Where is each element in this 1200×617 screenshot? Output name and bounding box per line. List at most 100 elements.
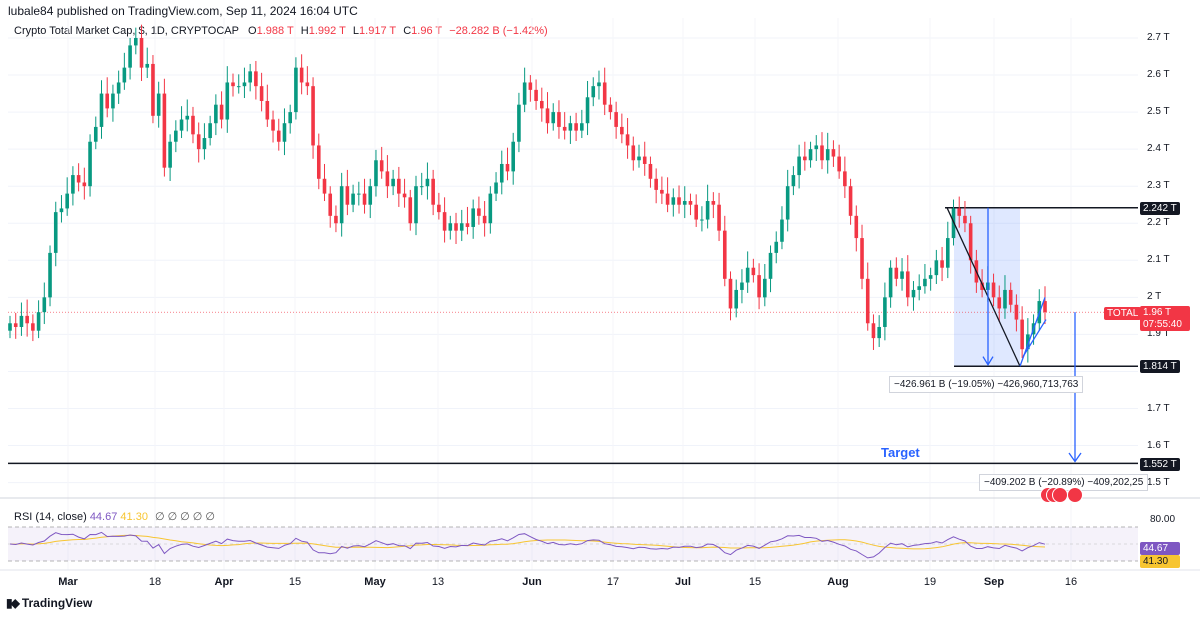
candle-body bbox=[1014, 304, 1019, 320]
candle-body bbox=[585, 97, 590, 124]
candle-body bbox=[660, 189, 664, 194]
candle-body bbox=[545, 108, 550, 124]
price-tick-label: 2.7 T bbox=[1147, 32, 1170, 43]
marker-top-tag: 2.242 T bbox=[1140, 202, 1180, 215]
candle-body bbox=[459, 223, 464, 231]
candle-body bbox=[225, 82, 230, 120]
candle-body bbox=[614, 112, 618, 127]
candle-body bbox=[671, 197, 676, 205]
candle-body bbox=[76, 175, 81, 183]
marker-mid-tag: 1.814 T bbox=[1140, 360, 1180, 373]
candle-body bbox=[31, 323, 35, 331]
price-tick-label: 2 T bbox=[1147, 291, 1162, 303]
symbol-legend: Crypto Total Market Cap, $, 1D, CRYPTOCA… bbox=[14, 25, 552, 37]
price-tick-label: 1.9 T bbox=[1147, 328, 1170, 340]
candle-body bbox=[848, 186, 853, 216]
candle-body bbox=[374, 160, 378, 187]
candle-body bbox=[945, 238, 950, 268]
candle-body bbox=[208, 123, 212, 139]
candle-body bbox=[254, 71, 258, 87]
candle-body bbox=[316, 145, 321, 179]
candle-body bbox=[408, 197, 413, 224]
candle-body bbox=[688, 201, 693, 205]
brand-name: TradingView bbox=[21, 596, 93, 610]
candle-body bbox=[162, 93, 167, 168]
high-value: 1.992 T bbox=[308, 25, 346, 37]
rsi-line bbox=[9, 531, 1046, 559]
candle-body bbox=[8, 323, 12, 331]
candle-body bbox=[734, 289, 739, 309]
candle-body bbox=[768, 252, 773, 279]
candle-body bbox=[797, 156, 801, 176]
candle-body bbox=[991, 282, 996, 298]
time-tick-label: Jul bbox=[675, 576, 691, 588]
event-flag-icon[interactable] bbox=[1067, 487, 1083, 503]
candle-body bbox=[711, 201, 716, 205]
candle-body bbox=[42, 297, 47, 313]
candle-body bbox=[156, 93, 161, 116]
candle-body bbox=[99, 93, 104, 127]
rsi-legend: RSI (14, close) 44.67 41.30 ∅∅∅∅∅ bbox=[14, 510, 218, 523]
candle-body bbox=[322, 178, 327, 194]
candle-body bbox=[191, 115, 195, 135]
candle-body bbox=[48, 252, 52, 298]
candle-body bbox=[551, 112, 556, 124]
time-tick-label: 13 bbox=[431, 576, 445, 588]
candle-body bbox=[505, 163, 510, 172]
candle-body bbox=[299, 67, 304, 83]
candle-body bbox=[837, 156, 841, 172]
candle-body bbox=[276, 130, 281, 142]
candle-body bbox=[431, 178, 435, 205]
candle-body bbox=[522, 82, 527, 105]
candle-body bbox=[557, 112, 561, 127]
candle-body bbox=[139, 38, 144, 68]
candle-body bbox=[580, 123, 584, 131]
candle-body bbox=[19, 315, 24, 327]
candle-body bbox=[494, 182, 498, 194]
candle-body bbox=[860, 238, 864, 279]
candle-body bbox=[917, 286, 921, 290]
brand-logo[interactable]: ▮◆ TradingView bbox=[6, 596, 92, 610]
candle-body bbox=[282, 123, 287, 142]
candle-body bbox=[1026, 334, 1030, 350]
event-flag-icon[interactable] bbox=[1052, 487, 1068, 503]
candle-body bbox=[128, 45, 132, 68]
candle-body bbox=[93, 126, 98, 142]
candle-body bbox=[236, 86, 241, 88]
candle-body bbox=[968, 223, 973, 261]
candle-body bbox=[865, 278, 870, 324]
candle-body bbox=[665, 193, 670, 205]
candle-body bbox=[997, 297, 1002, 309]
price-tick-label: 2.5 T bbox=[1147, 106, 1170, 118]
candle-body bbox=[294, 67, 298, 113]
time-tick-label: May bbox=[364, 576, 386, 588]
candle-body bbox=[871, 323, 876, 339]
candle-body bbox=[362, 193, 367, 205]
candle-body bbox=[803, 156, 807, 161]
candle-body bbox=[214, 104, 218, 124]
candle-body bbox=[357, 193, 361, 195]
publisher-line: lubale84 published on TradingView.com, S… bbox=[8, 4, 358, 18]
candle-body bbox=[471, 208, 475, 227]
candle-body bbox=[602, 82, 607, 105]
candle-body bbox=[831, 149, 836, 157]
candle-body bbox=[242, 82, 247, 87]
candle-body bbox=[1043, 301, 1047, 313]
candle-body bbox=[105, 93, 110, 109]
symbol-name[interactable]: Crypto Total Market Cap, $, 1D, CRYPTOCA… bbox=[14, 25, 239, 37]
price-tick-label: 2.4 T bbox=[1147, 143, 1170, 155]
candle-body bbox=[957, 208, 962, 216]
marker-target-tag: 1.552 T bbox=[1140, 458, 1180, 471]
candle-body bbox=[368, 186, 373, 205]
candle-body bbox=[843, 171, 847, 187]
candle-body bbox=[448, 223, 453, 231]
price-tick-label: 2.6 T bbox=[1147, 69, 1170, 81]
trend-line bbox=[946, 207, 1021, 367]
candle-body bbox=[122, 67, 127, 83]
rsi-label[interactable]: RSI (14, close) bbox=[14, 511, 87, 523]
candle-body bbox=[477, 208, 481, 216]
candle-body bbox=[454, 223, 458, 231]
candle-body bbox=[65, 193, 69, 209]
time-tick-label: Mar bbox=[58, 576, 78, 588]
